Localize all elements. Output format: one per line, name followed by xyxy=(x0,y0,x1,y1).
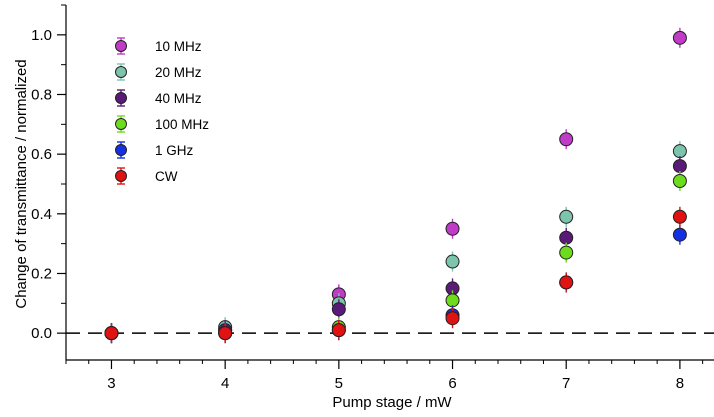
data-point xyxy=(331,302,346,317)
series-100-mhz xyxy=(104,171,687,344)
plot-area: 0.0 0.2 0.4 0.6 0.8 1.0 3 4 5 6 7 8 xyxy=(31,4,714,392)
data-point xyxy=(672,174,687,189)
data-point xyxy=(559,209,574,224)
legend-marker xyxy=(115,144,127,156)
data-point xyxy=(559,132,574,147)
x-tick-label: 8 xyxy=(676,375,684,392)
legend-label: 40 MHz xyxy=(155,91,202,106)
legend-item: CW xyxy=(115,167,178,185)
y-tick-label: 0.2 xyxy=(31,265,52,282)
y-tick-label: 0.8 xyxy=(31,86,52,103)
data-point xyxy=(559,245,574,260)
legend-item: 20 MHz xyxy=(115,63,202,81)
data-point xyxy=(559,275,574,290)
data-point xyxy=(445,311,460,326)
x-tick-label: 3 xyxy=(107,375,115,392)
data-point xyxy=(672,227,687,242)
series-cw xyxy=(104,206,687,344)
legend-item: 1 GHz xyxy=(115,141,194,159)
data-point xyxy=(559,230,574,245)
series-40-mhz xyxy=(104,156,687,344)
y-axis-title: Change of transmittance / normalized xyxy=(13,59,30,308)
data-point xyxy=(104,326,119,341)
y-tick-label: 0.4 xyxy=(31,206,52,223)
legend-marker xyxy=(115,118,127,130)
legend-marker xyxy=(115,92,127,104)
legend-label: 100 MHz xyxy=(155,117,209,132)
legend-item: 40 MHz xyxy=(115,89,202,107)
legend-marker xyxy=(115,40,127,52)
x-tick-label: 4 xyxy=(221,375,229,392)
data-point xyxy=(445,254,460,269)
x-tick-label: 6 xyxy=(448,375,456,392)
legend-label: 20 MHz xyxy=(155,65,202,80)
data-point xyxy=(445,221,460,236)
data-point xyxy=(672,30,687,45)
data-point xyxy=(331,323,346,338)
data-point xyxy=(445,293,460,308)
x-axis-title: Pump stage / mW xyxy=(332,394,452,411)
legend-item: 100 MHz xyxy=(115,115,209,133)
series-20-mhz xyxy=(104,141,687,344)
data-point xyxy=(672,144,687,159)
y-tick-label: 0.6 xyxy=(31,146,52,163)
x-tick-label: 5 xyxy=(335,375,343,392)
legend-label: 10 MHz xyxy=(155,39,202,54)
legend-marker xyxy=(115,66,127,78)
x-tick-label: 7 xyxy=(562,375,570,392)
y-tick-label: 1.0 xyxy=(31,27,52,44)
y-tick-label: 0.0 xyxy=(31,325,52,342)
data-point xyxy=(672,209,687,224)
data-point xyxy=(672,159,687,174)
series-1-ghz xyxy=(104,224,687,344)
legend: 10 MHz 20 MHz 40 MHz 100 MHz 1 GHz CW xyxy=(115,37,209,185)
legend-label: 1 GHz xyxy=(155,143,194,158)
legend-item: 10 MHz xyxy=(115,37,202,55)
legend-label: CW xyxy=(155,169,178,184)
data-point xyxy=(218,326,233,341)
legend-marker xyxy=(115,170,127,182)
